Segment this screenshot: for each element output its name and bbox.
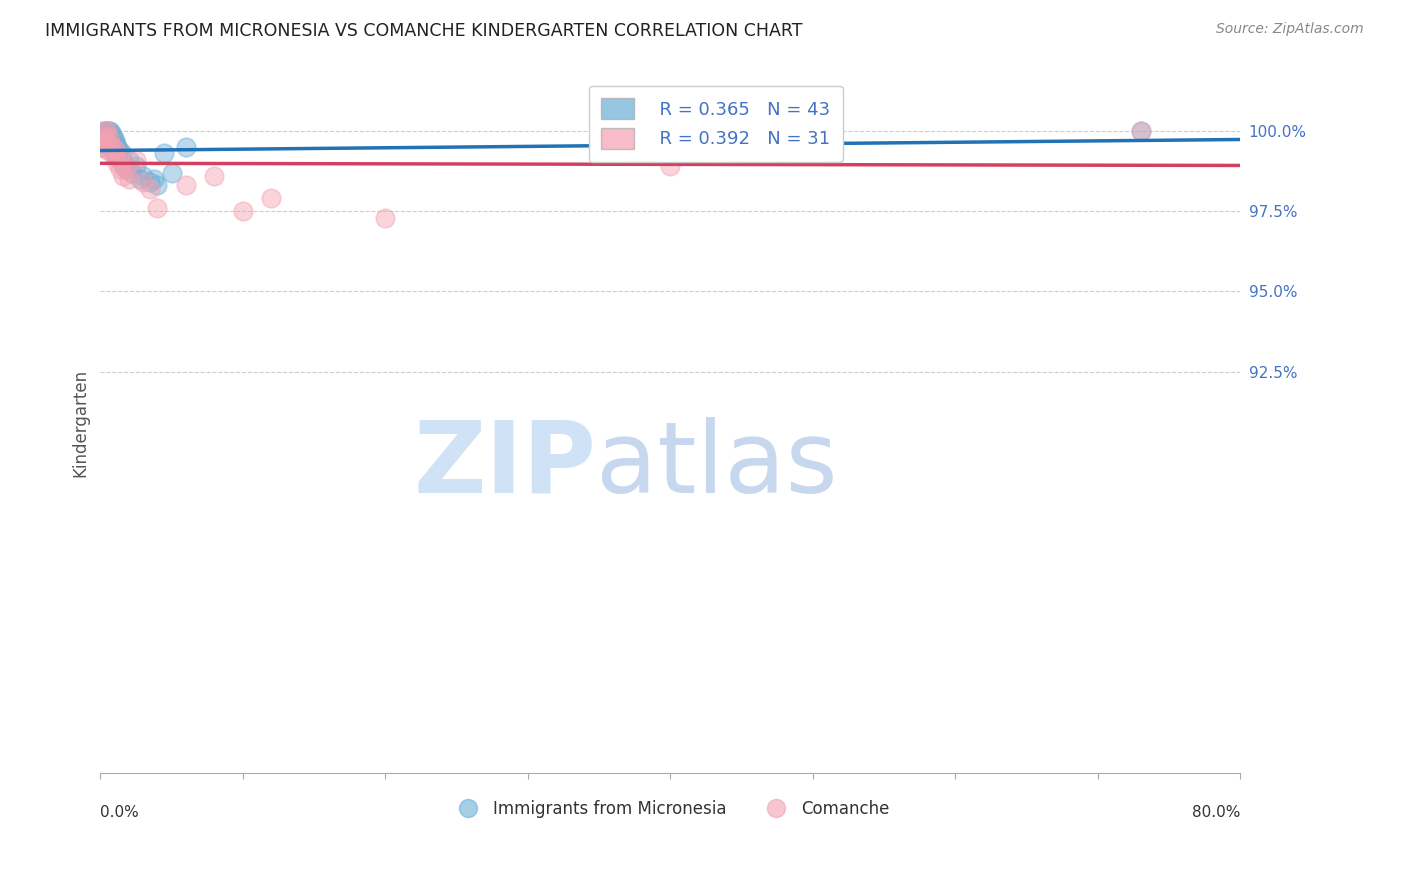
Text: 80.0%: 80.0% [1192,805,1240,820]
Point [139,175,162,189]
Point [110,162,132,177]
Point [94,124,117,138]
Point [374,211,396,225]
Point [105,143,128,157]
Point [97,124,120,138]
Point [98,136,121,151]
Point [111,156,134,170]
Point [125,153,148,167]
Point [93,136,115,151]
Point [118,172,141,186]
Point [139,181,162,195]
Point [94,133,117,147]
Point [105,136,128,151]
Point [93,124,115,138]
Point [132,169,155,183]
Point [104,146,127,161]
Point [96,124,118,138]
Point [129,172,152,186]
Point [94,136,117,151]
Point [110,153,132,167]
Point [112,156,135,170]
Point [96,127,118,141]
Point [1129,124,1152,138]
Point [118,153,141,167]
Point [125,159,148,173]
Point [146,201,169,215]
Point [104,149,127,163]
Legend: Immigrants from Micronesia, Comanche: Immigrants from Micronesia, Comanche [444,793,896,824]
Point [93,133,115,147]
Point [101,140,124,154]
Point [174,178,197,193]
Y-axis label: Kindergarten: Kindergarten [72,369,89,477]
Point [112,169,135,183]
Point [108,149,131,163]
Point [114,159,136,173]
Point [90,140,112,154]
Point [232,204,254,219]
Text: atlas: atlas [596,417,838,514]
Point [101,130,124,145]
Point [108,143,131,157]
Point [100,127,122,141]
Point [1129,124,1152,138]
Point [101,143,124,157]
Point [104,133,127,147]
Point [91,124,114,138]
Point [97,130,120,145]
Point [107,140,129,154]
Point [146,178,169,193]
Point [107,149,129,163]
Point [93,127,115,141]
Point [132,175,155,189]
Text: Source: ZipAtlas.com: Source: ZipAtlas.com [1216,22,1364,37]
Point [90,140,112,154]
Point [100,146,122,161]
Point [143,172,166,186]
Point [160,165,183,179]
Point [174,140,197,154]
Point [96,133,118,147]
Point [111,146,134,161]
Point [115,162,138,177]
Point [96,124,118,138]
Point [91,130,114,145]
Point [153,146,176,161]
Point [202,169,225,183]
Text: IMMIGRANTS FROM MICRONESIA VS COMANCHE KINDERGARTEN CORRELATION CHART: IMMIGRANTS FROM MICRONESIA VS COMANCHE K… [45,22,803,40]
Point [97,130,120,145]
Point [96,143,118,157]
Point [98,136,121,151]
Point [91,130,114,145]
Point [98,124,121,138]
Point [659,159,682,173]
Point [94,130,117,145]
Point [260,191,283,205]
Point [100,140,122,154]
Point [121,165,143,179]
Point [115,162,138,177]
Text: ZIP: ZIP [413,417,596,514]
Point [107,156,129,170]
Text: 0.0%: 0.0% [100,805,139,820]
Point [93,124,115,138]
